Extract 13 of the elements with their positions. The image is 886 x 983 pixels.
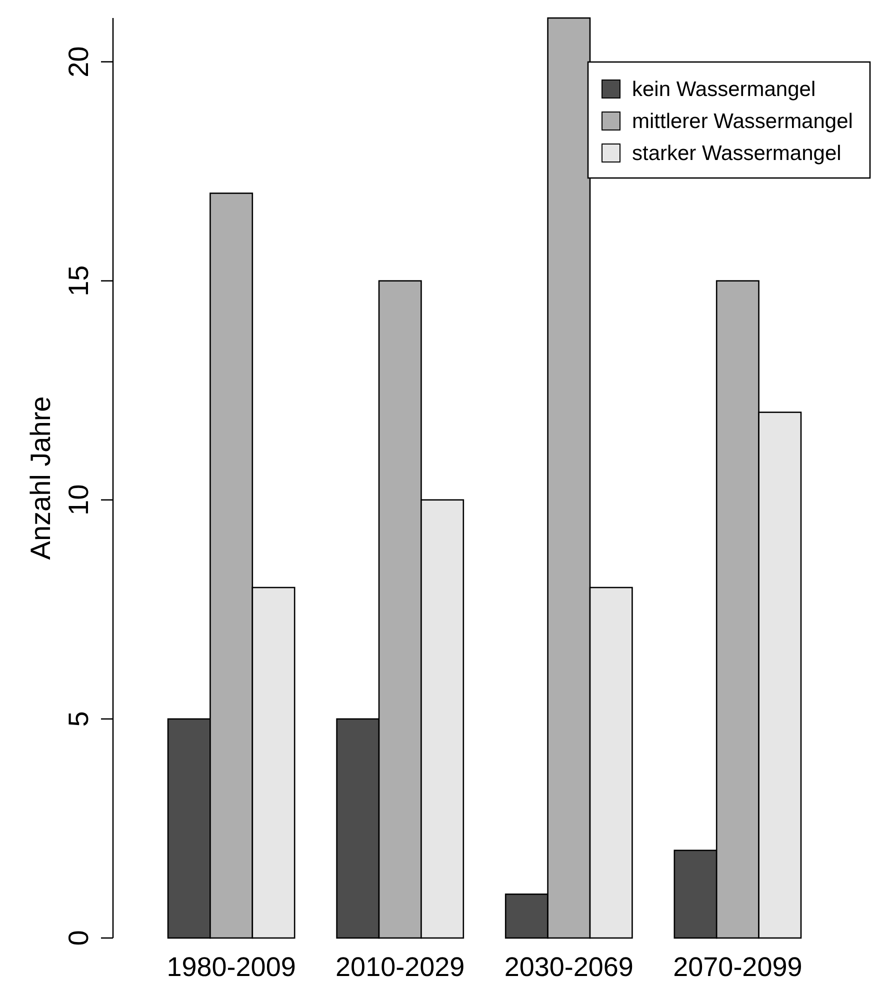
x-tick-label: 2030-2069 <box>504 952 634 982</box>
y-tick-label: 20 <box>63 46 94 78</box>
y-tick-label: 0 <box>63 930 94 946</box>
x-tick-label: 2070-2099 <box>673 952 802 982</box>
y-tick-label: 15 <box>63 265 94 296</box>
y-tick-label: 5 <box>63 711 94 727</box>
x-tick-label: 2010-2029 <box>336 952 465 982</box>
legend-label: kein Wassermangel <box>632 78 816 101</box>
x-tick-label: 1980-2009 <box>166 952 296 982</box>
legend-label: starker Wassermangel <box>632 142 842 165</box>
y-axis-title: Anzahl Jahre <box>25 396 56 560</box>
y-tick-label: 10 <box>63 484 94 516</box>
legend-label: mittlerer Wassermangel <box>632 110 853 133</box>
